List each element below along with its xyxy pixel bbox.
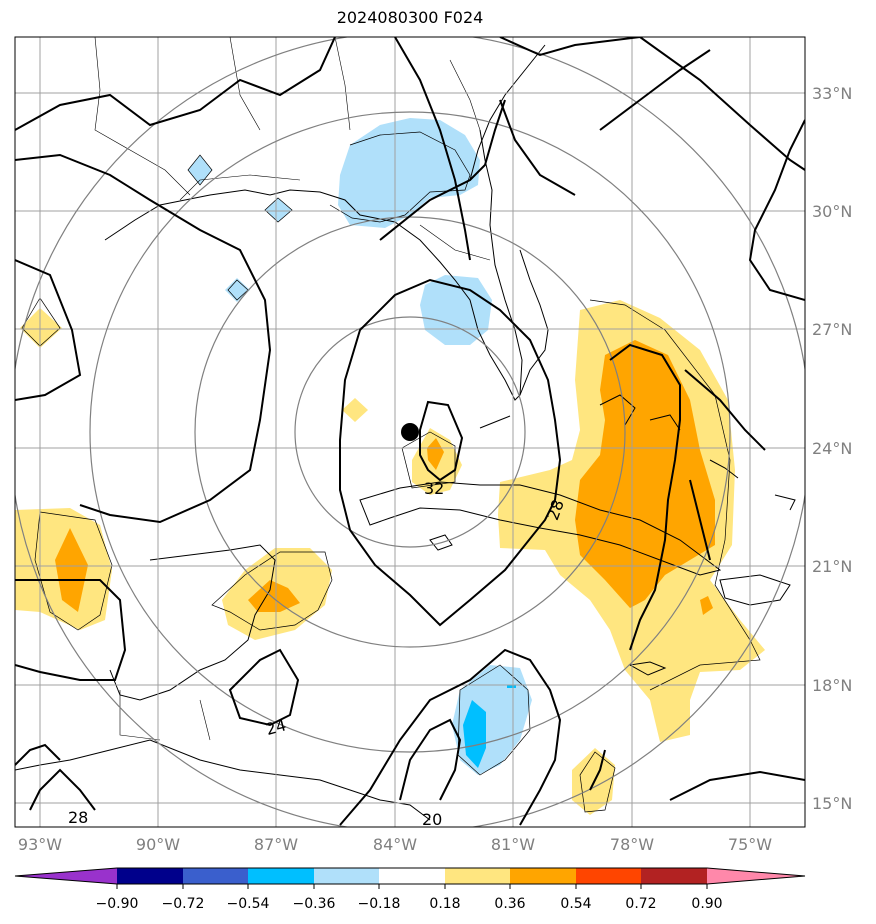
map-title: 2024080300 F024 (336, 8, 484, 27)
gridlines (15, 37, 805, 827)
blue-region-small-c (225, 278, 250, 302)
contour-label-20: 20 (422, 810, 442, 829)
colorbar-seg-10 (707, 868, 805, 884)
borders (94, 37, 491, 741)
contour-label-32: 32 (424, 479, 444, 498)
hispaniola (719, 574, 791, 606)
orange-region-center (427, 438, 444, 470)
lat-label-15: 15°N (812, 794, 852, 813)
lat-label-27: 27°N (812, 320, 852, 339)
colorbar-tick-label-3: −0.36 (293, 896, 336, 912)
colorbar-seg-5 (379, 868, 445, 884)
bold-contours (15, 37, 805, 826)
longitude-labels: 93°W 90°W 87°W 84°W 81°W 78°W 75°W (18, 835, 772, 854)
colorbar-seg-2 (183, 868, 248, 884)
colorbar-seg-8 (576, 868, 641, 884)
lon-label-81: 81°W (491, 835, 535, 854)
lon-label-84: 84°W (373, 835, 417, 854)
lat-label-18: 18°N (812, 676, 852, 695)
contour-label-28-west: 28 (68, 808, 88, 827)
lon-label-78: 78°W (610, 835, 654, 854)
map-area: 32 28 24 28 20 (15, 37, 805, 829)
atlantic-coast (469, 44, 546, 181)
puerto-area (774, 494, 796, 511)
contour-label-24: 24 (264, 715, 289, 739)
coastlines (15, 44, 796, 821)
map-frame (14, 36, 806, 828)
blue-region-small-b (265, 198, 292, 222)
cyan-dash (507, 685, 516, 688)
orange-region-east-dot (700, 596, 713, 615)
colorbar-seg-3 (248, 868, 314, 884)
colorbar-seg-6 (445, 868, 510, 884)
colorbar-tick-label-6: 0.36 (494, 896, 525, 912)
lon-label-75: 75°W (728, 835, 772, 854)
lat-label-33: 33°N (812, 84, 852, 103)
yellow-region-dot (342, 398, 368, 422)
colorbar-tick-label-7: 0.54 (560, 896, 591, 912)
latitude-labels: 33°N 30°N 27°N 24°N 21°N 18°N 15°N (812, 84, 852, 813)
colorbar-tick-label-9: 0.90 (691, 896, 722, 912)
lon-label-93: 93°W (18, 835, 62, 854)
yucatan (109, 544, 276, 701)
colorbar-tick-label-8: 0.72 (625, 896, 656, 912)
blue-region-south (452, 665, 532, 775)
florida-east (519, 249, 549, 396)
colorbar-tick-label-2: −0.54 (227, 896, 270, 912)
yellow-region-small-west (20, 308, 62, 348)
bahamas-c (709, 459, 739, 479)
central-america (15, 739, 431, 821)
colorbar-seg-7 (510, 868, 576, 884)
lat-label-30: 30°N (812, 202, 852, 221)
colorbar: −0.90 −0.72 −0.54 −0.36 −0.18 0.18 0.36 … (14, 867, 806, 912)
colorbar-seg-9 (641, 868, 707, 884)
lon-label-90: 90°W (136, 835, 180, 854)
orange-region-west (55, 528, 88, 612)
colorbar-tick-label-5: 0.18 (429, 896, 460, 912)
colorbar-tick-label-4: −0.18 (358, 896, 401, 912)
colorbar-ticks (116, 884, 708, 889)
lon-label-87: 87°W (254, 835, 298, 854)
colorbar-seg-0 (15, 868, 117, 884)
colorbar-seg-1 (117, 868, 183, 884)
cuba (359, 481, 722, 576)
colorbar-tick-label-0: −0.90 (96, 896, 139, 912)
jamaica (628, 661, 667, 676)
isle-of-youth (429, 534, 453, 551)
lat-label-21: 21°N (812, 557, 852, 576)
colorbar-seg-4 (314, 868, 379, 884)
colorbar-tick-label-1: −0.72 (162, 896, 205, 912)
blue-region-small-a (188, 155, 212, 185)
keys (479, 415, 511, 429)
gulf-coast (104, 129, 523, 401)
storm-center-marker (401, 423, 419, 441)
cyan-region-south (463, 700, 486, 768)
contour-labels: 32 28 24 28 20 (68, 479, 568, 829)
lat-label-24: 24°N (812, 439, 852, 458)
bahamas-b (649, 414, 681, 431)
orange-region-gulf (248, 580, 300, 612)
bahamas-a (599, 394, 636, 426)
